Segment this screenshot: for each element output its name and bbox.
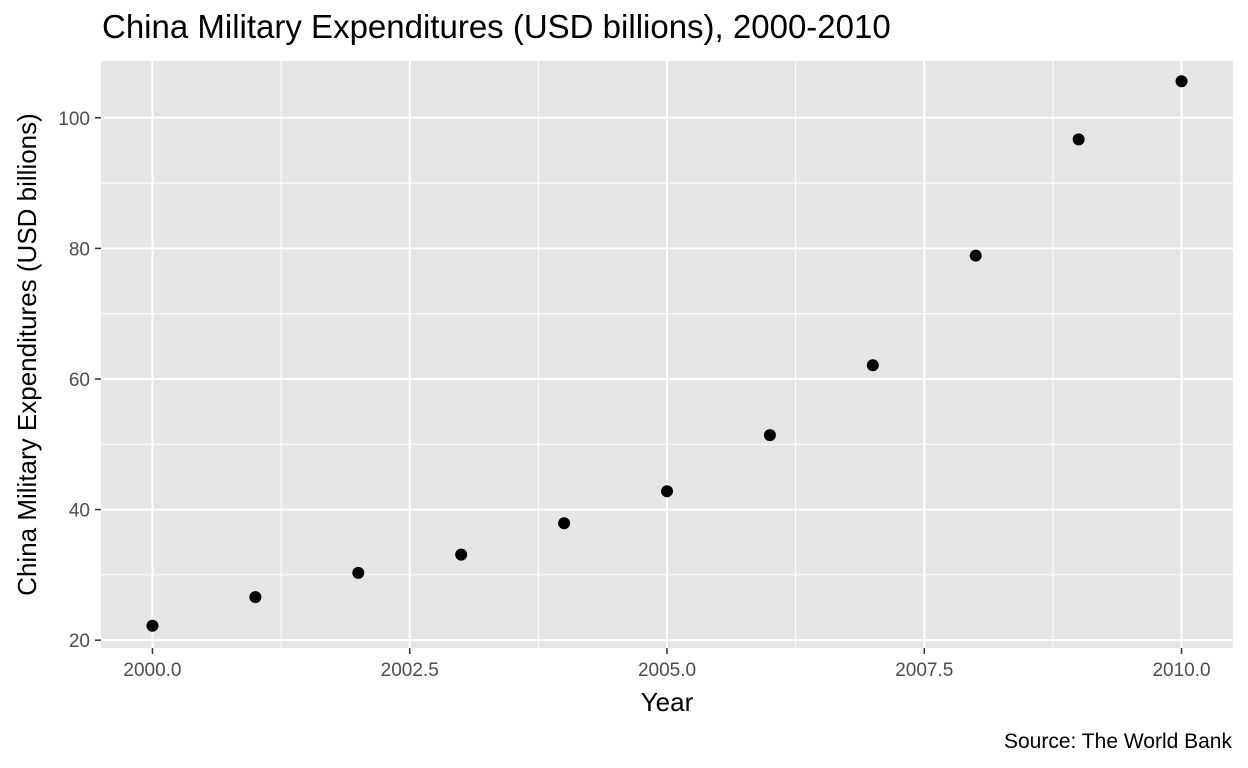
x-axis-title: Year [641, 687, 694, 717]
y-tick-label: 40 [69, 501, 90, 522]
data-point [661, 485, 673, 498]
data-point [866, 359, 879, 372]
x-tick-label: 2000.0 [123, 660, 181, 681]
x-tick-label: 2002.5 [381, 660, 439, 681]
data-point [1072, 133, 1085, 146]
x-tick-label: 2010.0 [1152, 660, 1210, 681]
data-point [558, 517, 571, 530]
data-point [763, 429, 776, 442]
data-point [1175, 75, 1188, 88]
y-axis: 20 40 60 80 100 [58, 109, 101, 652]
data-point [455, 548, 468, 561]
y-tick-label: 100 [58, 109, 90, 130]
chart-title: China Military Expenditures (USD billion… [102, 8, 891, 45]
y-tick-label: 80 [69, 239, 90, 260]
grid-lines [101, 61, 1233, 648]
data-point [969, 249, 982, 262]
x-axis: 2000.0 2002.5 2005.0 2007.5 2010.0 [123, 648, 1211, 681]
y-tick-label: 60 [69, 370, 90, 391]
y-axis-title: China Military Expenditures (USD billion… [12, 113, 42, 596]
y-tick-label: 20 [69, 631, 90, 652]
x-tick-label: 2005.0 [638, 660, 696, 681]
data-point [146, 619, 159, 632]
data-point [249, 591, 262, 604]
x-tick-label: 2007.5 [895, 660, 953, 681]
data-points [146, 75, 1188, 632]
data-point [352, 566, 365, 579]
source-caption: Source: The World Bank [1003, 730, 1232, 753]
